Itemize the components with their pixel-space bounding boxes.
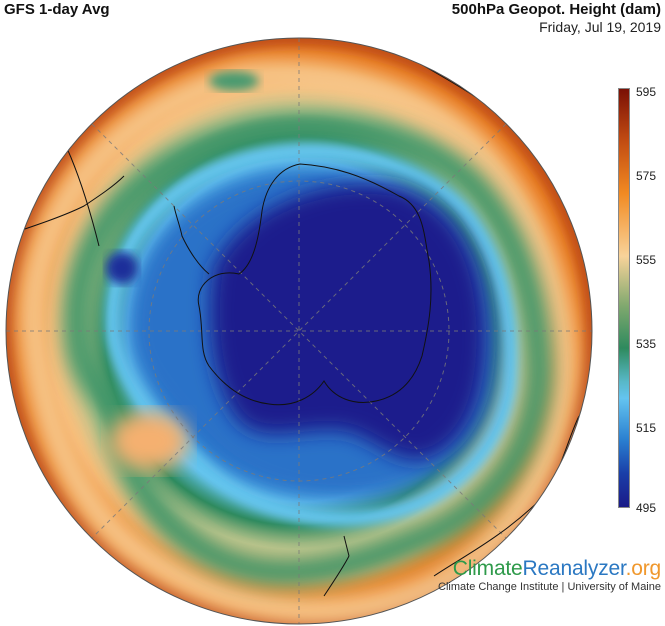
brand-part-org: .org [625, 557, 662, 580]
variable-title: 500hPa Geopot. Height (dam) [451, 1, 661, 18]
brand-part-reanalyzer: Reanalyzer [522, 557, 626, 580]
colorbar-label-535: 535 [636, 337, 657, 351]
colorbar-label-495: 495 [636, 501, 657, 515]
model-title: GFS 1-day Avg [4, 1, 110, 18]
colorbar-label-595: 595 [636, 85, 657, 99]
date-label: Friday, Jul 19, 2019 [539, 19, 661, 35]
colorbar-label-515: 515 [636, 421, 657, 435]
brand-subtitle: Climate Change Institute | University of… [438, 581, 661, 593]
brand-part-climate: Climate [452, 557, 523, 580]
brand-logo[interactable]: ClimateReanalyzer.org [453, 557, 661, 581]
polar-map [5, 37, 593, 625]
colorbar-label-575: 575 [636, 169, 657, 183]
colorbar-label-555: 555 [636, 253, 657, 267]
colorbar [618, 88, 630, 508]
